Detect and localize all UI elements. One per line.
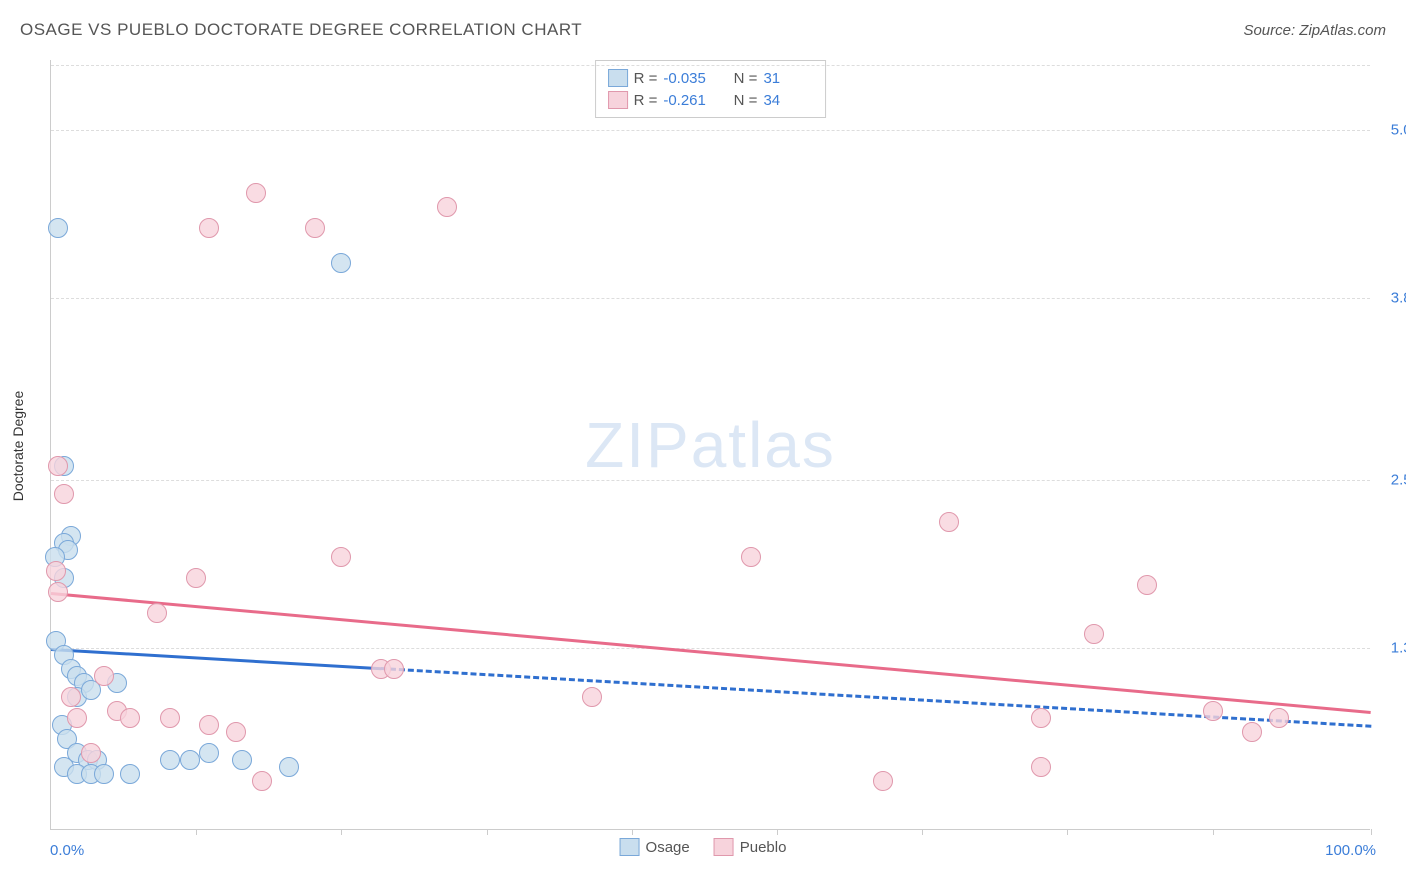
plot-area: ZIPatlas R = -0.035 N = 31 R = -0.261 N = 3… (50, 60, 1370, 830)
x-axis-min-label: 0.0% (50, 842, 84, 859)
header: OSAGE VS PUEBLO DOCTORATE DEGREE CORRELA… (20, 20, 1386, 40)
data-point (331, 547, 351, 567)
data-point (252, 771, 272, 791)
bottom-legend-item: Pueblo (714, 838, 787, 856)
data-point (582, 687, 602, 707)
trend-line (51, 592, 1371, 714)
data-point (1084, 624, 1104, 644)
data-point (305, 218, 325, 238)
y-axis-label: Doctorate Degree (10, 391, 26, 502)
bottom-legend-swatch (620, 838, 640, 856)
data-point (54, 484, 74, 504)
legend-r-label: R = (634, 70, 658, 87)
gridline (51, 65, 1370, 66)
data-point (180, 750, 200, 770)
data-point (1269, 708, 1289, 728)
gridline (51, 298, 1370, 299)
y-tick-label: 5.0% (1391, 122, 1406, 139)
watermark-zip: ZIP (585, 409, 691, 481)
legend-swatch (608, 91, 628, 109)
legend-r-value: -0.261 (663, 92, 713, 109)
data-point (246, 183, 266, 203)
data-point (437, 197, 457, 217)
x-tick (922, 829, 923, 835)
data-point (1137, 575, 1157, 595)
data-point (48, 582, 68, 602)
data-point (94, 764, 114, 784)
legend-n-label: N = (734, 92, 758, 109)
data-point (120, 708, 140, 728)
y-tick-label: 1.3% (1391, 640, 1406, 657)
data-point (94, 666, 114, 686)
x-tick (487, 829, 488, 835)
data-point (939, 512, 959, 532)
gridline (51, 480, 1370, 481)
data-point (279, 757, 299, 777)
data-point (48, 218, 68, 238)
y-tick-label: 2.5% (1391, 472, 1406, 489)
data-point (67, 708, 87, 728)
legend-row: R = -0.035 N = 31 (608, 67, 814, 89)
data-point (120, 764, 140, 784)
bottom-legend-label: Pueblo (740, 839, 787, 856)
legend-n-value: 34 (763, 92, 813, 109)
gridline (51, 648, 1370, 649)
data-point (331, 253, 351, 273)
bottom-legend: Osage Pueblo (620, 838, 787, 856)
legend-n-value: 31 (763, 70, 813, 87)
data-point (232, 750, 252, 770)
data-point (48, 456, 68, 476)
bottom-legend-item: Osage (620, 838, 690, 856)
bottom-legend-swatch (714, 838, 734, 856)
legend-swatch (608, 69, 628, 87)
legend-r-value: -0.035 (663, 70, 713, 87)
x-tick (1371, 829, 1372, 835)
chart-container: OSAGE VS PUEBLO DOCTORATE DEGREE CORRELA… (0, 0, 1406, 892)
data-point (384, 659, 404, 679)
data-point (1242, 722, 1262, 742)
data-point (61, 687, 81, 707)
x-tick (777, 829, 778, 835)
data-point (1031, 757, 1051, 777)
data-point (160, 750, 180, 770)
data-point (1203, 701, 1223, 721)
watermark: ZIPatlas (585, 408, 836, 482)
data-point (160, 708, 180, 728)
x-tick (196, 829, 197, 835)
bottom-legend-label: Osage (646, 839, 690, 856)
data-point (186, 568, 206, 588)
data-point (46, 561, 66, 581)
legend-box: R = -0.035 N = 31 R = -0.261 N = 34 (595, 60, 827, 118)
watermark-atlas: atlas (691, 409, 836, 481)
data-point (873, 771, 893, 791)
gridline (51, 130, 1370, 131)
data-point (81, 743, 101, 763)
y-tick-label: 3.8% (1391, 290, 1406, 307)
x-tick (341, 829, 342, 835)
data-point (226, 722, 246, 742)
data-point (147, 603, 167, 623)
data-point (199, 715, 219, 735)
data-point (1031, 708, 1051, 728)
legend-r-label: R = (634, 92, 658, 109)
data-point (741, 547, 761, 567)
chart-title: OSAGE VS PUEBLO DOCTORATE DEGREE CORRELA… (20, 20, 582, 40)
x-tick (1213, 829, 1214, 835)
legend-n-label: N = (734, 70, 758, 87)
source-label: Source: ZipAtlas.com (1243, 22, 1386, 39)
data-point (199, 743, 219, 763)
legend-row: R = -0.261 N = 34 (608, 89, 814, 111)
data-point (199, 218, 219, 238)
x-tick (632, 829, 633, 835)
x-axis-max-label: 100.0% (1325, 842, 1376, 859)
x-tick (1067, 829, 1068, 835)
